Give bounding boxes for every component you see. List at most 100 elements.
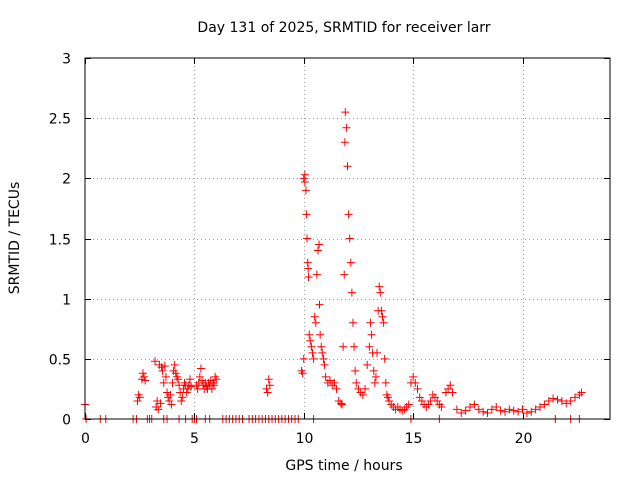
data-point (332, 384, 341, 393)
data-point (365, 342, 374, 351)
data-point (413, 384, 422, 393)
data-point (306, 336, 315, 345)
data-point (265, 381, 274, 390)
chart-title: Day 131 of 2025, SRMTID for receiver lar… (197, 20, 490, 36)
data-point (311, 318, 320, 327)
y-tick-label: 2 (62, 172, 71, 188)
data-point (151, 357, 159, 366)
data-point (264, 375, 273, 384)
data-point (316, 330, 325, 339)
y-tick-label: 0.5 (49, 353, 71, 369)
data-point (320, 360, 329, 369)
data-point (340, 138, 349, 147)
data-point (375, 282, 384, 291)
data-point (159, 378, 168, 387)
x-tick-label: 0 (81, 431, 90, 447)
data-point (345, 234, 354, 243)
data-point (299, 354, 308, 363)
data-point (571, 393, 579, 402)
data-point (501, 407, 509, 416)
y-tick-label: 1.5 (49, 233, 71, 249)
data-point (483, 408, 492, 417)
data-point (378, 312, 387, 321)
data-point (380, 354, 389, 363)
data-point (300, 170, 309, 179)
data-point (448, 388, 457, 397)
data-point (514, 407, 523, 416)
data-point (376, 288, 385, 297)
data-point (557, 396, 566, 405)
data-point (553, 395, 562, 404)
data-point (474, 405, 483, 414)
data-point (518, 405, 527, 414)
axis-ticks: 0 0.5 1 1.5 2 2.5 3 0 5 10 15 20 (49, 52, 610, 447)
x-axis-label: GPS time / hours (285, 458, 402, 474)
data-point (466, 402, 474, 411)
data-point (141, 376, 150, 385)
data-point (307, 342, 316, 351)
data-point (505, 405, 514, 414)
data-point (350, 342, 359, 351)
data-point (343, 162, 352, 171)
data-point (168, 378, 177, 387)
data-point (309, 354, 318, 363)
data-point (383, 393, 392, 402)
y-axis-label: SRMTID / TECUs (7, 182, 23, 295)
data-point (173, 375, 182, 384)
data-point (377, 306, 386, 315)
data-point (452, 405, 461, 414)
data-point (566, 396, 575, 405)
data-point (363, 360, 372, 369)
data-point (446, 381, 455, 390)
data-point (470, 400, 479, 409)
data-point (369, 366, 378, 375)
data-point (210, 381, 219, 390)
data-point (536, 402, 544, 411)
data-point (347, 288, 356, 297)
data-point (178, 393, 187, 402)
data-point (305, 330, 314, 339)
data-point (348, 318, 357, 327)
y-tick-label: 3 (62, 52, 71, 68)
data-point (186, 375, 194, 384)
data-point (549, 394, 558, 403)
data-point (361, 384, 369, 393)
data-point (344, 210, 353, 219)
data-point (346, 258, 355, 267)
data-point (366, 318, 375, 327)
data-point (140, 372, 149, 381)
data-point (492, 402, 501, 411)
data-point (298, 369, 307, 378)
data-point (321, 372, 330, 381)
data-point (339, 342, 348, 351)
data-point (196, 364, 205, 373)
data-point (373, 348, 382, 357)
x-tick-label: 10 (296, 431, 314, 447)
data-point (336, 399, 345, 408)
data-point (479, 407, 488, 416)
data-point (312, 270, 321, 279)
data-point (177, 396, 186, 405)
y-tick-label: 0 (62, 413, 71, 429)
data-point (330, 378, 339, 387)
data-point (527, 407, 536, 416)
data-point (496, 406, 505, 415)
data-point (156, 399, 165, 408)
data-point (138, 369, 147, 378)
y-tick-label: 2.5 (49, 112, 71, 128)
data-point (304, 273, 313, 282)
data-point (158, 366, 167, 375)
data-point (379, 318, 388, 327)
data-point (154, 405, 163, 414)
data-point (341, 108, 350, 117)
data-point (300, 177, 309, 186)
data-point (161, 372, 170, 381)
data-point (315, 240, 324, 249)
data-point (370, 378, 379, 387)
data-point (531, 405, 540, 414)
data-point (577, 388, 586, 397)
x-tick-label: 15 (405, 431, 423, 447)
data-point (315, 300, 324, 309)
data-point (562, 399, 571, 408)
